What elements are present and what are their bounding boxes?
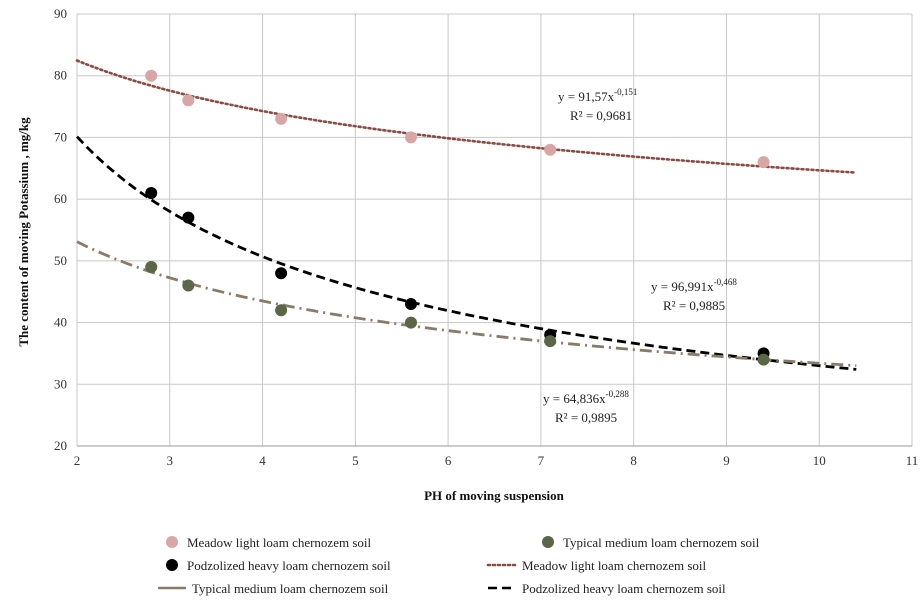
y-tick-label: 80 <box>54 68 67 83</box>
y-tick-label: 50 <box>54 253 67 268</box>
y-tick-label: 30 <box>54 376 67 391</box>
legend-label: Typical medium loam chernozem soil <box>563 535 760 550</box>
y-tick-label: 70 <box>54 129 67 144</box>
r-squared-label: R² = 0,9885 <box>663 298 725 313</box>
data-points <box>145 69 770 366</box>
x-tick-label: 4 <box>259 453 266 468</box>
data-point-s0 <box>145 69 158 82</box>
legend-marker <box>166 536 178 548</box>
y-axis-title: The content of moving Potassium , mg/kg <box>16 117 31 347</box>
x-tick-label: 9 <box>723 453 730 468</box>
x-tick-label: 7 <box>538 453 545 468</box>
equation-line: y = 96,991x-0,468 <box>651 277 737 294</box>
x-tick-label: 10 <box>813 453 826 468</box>
data-point-s2 <box>405 316 417 329</box>
trend-lines <box>75 59 858 371</box>
data-point-s2 <box>275 304 288 317</box>
x-axis-title: PH of moving suspension <box>424 488 565 503</box>
data-point-s2 <box>182 279 195 292</box>
trend-equations: y = 91,57x-0,151 R² = 0,9681 y = 96,991x-0… <box>543 87 737 425</box>
trend-line-0 <box>75 59 858 174</box>
y-tick-label: 40 <box>54 315 67 330</box>
data-point-s2 <box>757 353 770 366</box>
data-point-s0 <box>275 112 288 125</box>
legend-marker <box>166 559 178 571</box>
data-point-s1 <box>405 298 417 311</box>
legend-marker <box>542 536 554 548</box>
x-tick-label: 11 <box>906 453 919 468</box>
x-tick-label: 3 <box>167 453 174 468</box>
y-tick-label: 60 <box>54 191 67 206</box>
equation-line: y = 91,57x-0,151 <box>558 87 637 104</box>
y-tick-label: 20 <box>54 438 67 453</box>
data-point-s2 <box>145 261 158 274</box>
legend-label: Meadow light loam chernozem soil <box>522 558 707 573</box>
legend-label: Typical medium loam chernozem soil <box>192 581 389 596</box>
data-point-s0 <box>544 143 557 156</box>
x-tick-label: 8 <box>630 453 637 468</box>
tick-labels: 2 3 4 5 6 7 8 9 10 11 20 30 40 50 60 70 80 90 <box>54 6 918 468</box>
r-squared-label: R² = 0,9895 <box>555 410 617 425</box>
data-point-s1 <box>275 267 288 280</box>
r-squared-label: R² = 0,9681 <box>570 108 632 123</box>
data-point-s0 <box>757 156 770 169</box>
y-tick-label: 90 <box>54 6 67 21</box>
legend-label: Podzolized heavy loam chernozem soil <box>522 581 726 596</box>
legend-label: Podzolized heavy loam chernozem soil <box>187 558 391 573</box>
data-point-s1 <box>145 186 158 199</box>
x-tick-label: 2 <box>74 453 81 468</box>
data-point-s0 <box>405 131 417 144</box>
legend: Meadow light loam chernozem soil Typical … <box>158 535 760 596</box>
equation-line: y = 64,836x-0,288 <box>543 389 629 406</box>
legend-label: Meadow light loam chernozem soil <box>187 535 372 550</box>
data-point-s0 <box>182 94 195 107</box>
x-tick-label: 5 <box>352 453 359 468</box>
trend-line-1 <box>75 135 857 371</box>
x-tick-label: 6 <box>445 453 452 468</box>
data-point-s2 <box>544 335 557 348</box>
data-point-s1 <box>182 211 195 224</box>
grid-lines <box>76 13 913 447</box>
trend-line-2 <box>76 240 857 367</box>
